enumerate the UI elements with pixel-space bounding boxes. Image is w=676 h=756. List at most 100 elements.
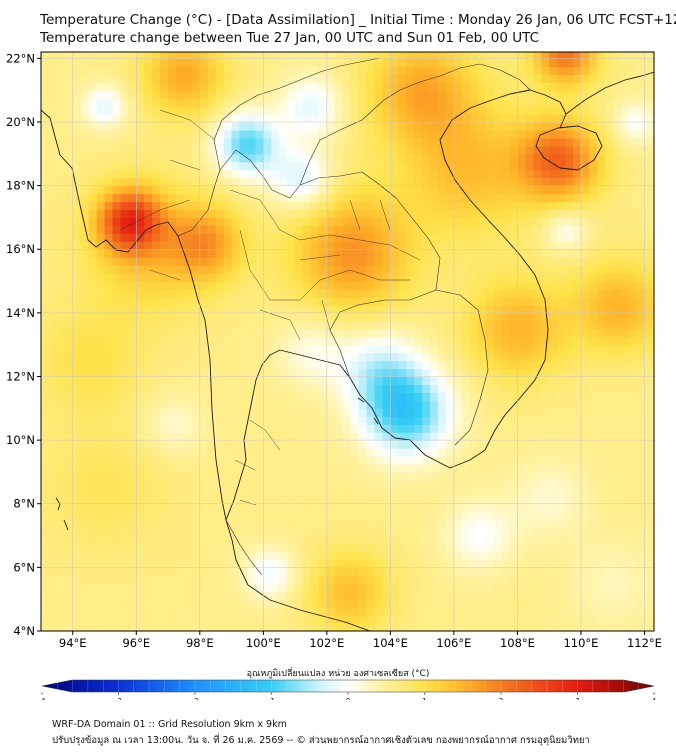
field-cell [199,129,209,139]
field-cell [334,416,344,425]
field-cell [644,273,654,282]
field-cell [612,169,622,179]
field-cell [318,217,328,226]
field-cell [41,257,50,266]
field-cell [438,296,447,306]
field-cell [88,129,98,139]
field-cell [263,503,272,513]
field-cell [215,281,225,290]
field-cell [287,209,296,219]
field-cell [517,400,526,409]
field-cell [477,169,487,179]
field-cell [88,392,98,401]
field-cell [239,225,249,234]
field-cell [612,495,622,505]
field-cell [525,281,534,290]
field-cell [549,225,558,234]
field-cell [414,591,423,600]
field-cell [628,487,638,497]
field-cell [628,273,638,282]
field-cell [271,519,280,529]
field-cell [318,360,328,370]
field-cell [334,209,344,219]
field-cell [255,304,264,314]
field-cell [453,129,463,139]
field-cell [438,344,447,354]
field-cell [318,503,328,513]
field-cell [239,360,249,370]
field-cell [239,273,249,282]
field-cell [191,368,201,378]
field-cell [279,257,288,266]
field-cell [263,352,272,362]
field-cell [263,201,272,211]
field-cell [557,241,566,250]
field-cell [644,543,654,553]
field-cell [48,479,58,489]
field-cell [557,479,566,489]
field-cell [136,607,145,616]
field-cell [438,567,447,576]
field-cell [453,177,463,187]
field-cell [549,495,558,505]
field-cell [350,495,360,505]
field-cell [652,615,654,624]
field-cell [183,527,193,537]
field-cell [255,511,264,521]
field-cell [604,392,614,401]
field-cell [533,615,542,624]
field-cell [303,591,312,600]
field-cell [295,551,304,561]
field-cell [533,336,542,346]
field-cell [358,233,368,242]
field-cell [183,400,193,409]
field-cell [374,352,384,362]
field-cell [183,559,193,568]
field-cell [231,463,241,473]
field-cell [191,304,201,314]
field-cell [136,591,145,600]
field-cell [533,177,542,187]
field-cell [612,368,622,378]
field-cell [318,575,328,584]
field-cell [652,376,654,386]
field-cell [533,623,542,631]
field-cell [96,408,106,417]
field-cell [517,432,526,441]
field-cell [239,440,249,449]
field-cell [342,169,352,179]
field-cell [573,400,582,409]
field-cell [485,376,495,386]
field-cell [596,304,606,314]
field-cell [541,217,550,226]
field-cell [199,479,209,489]
field-cell [295,519,304,529]
field-cell [398,360,407,370]
field-cell [326,257,336,266]
field-cell [160,559,169,568]
field-cell [287,249,296,258]
field-cell [96,559,106,568]
field-cell [501,623,511,631]
field-cell [128,201,137,211]
field-cell [366,145,376,155]
field-cell [318,615,328,624]
field-cell [215,296,225,306]
field-cell [48,249,58,258]
field-cell [56,304,66,314]
field-cell [168,352,177,362]
field-cell [406,344,415,354]
field-cell [477,153,487,163]
field-cell [469,519,479,529]
field-cell [382,177,391,187]
field-cell [604,312,614,322]
field-cell [64,201,74,211]
field-cell [56,352,66,362]
field-cell [318,336,328,346]
field-cell [191,352,201,362]
field-cell [342,527,352,537]
field-cell [326,249,336,258]
field-cell [104,257,114,266]
field-cell [493,511,503,521]
field-cell [517,456,526,465]
